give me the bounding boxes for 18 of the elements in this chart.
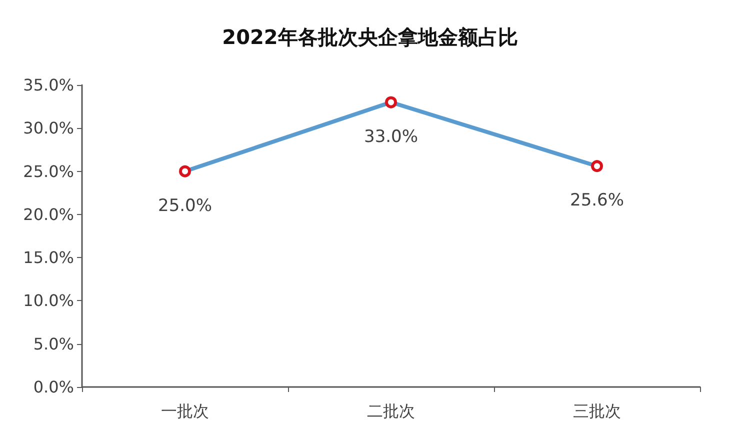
point <box>179 165 191 178</box>
y-tick-label: 0.0% <box>33 378 74 396</box>
y-tick-label: 35.0% <box>23 76 74 94</box>
y-tick-label: 25.0% <box>23 162 74 181</box>
point <box>591 160 603 172</box>
x-tick-label: 三批次 <box>573 402 621 420</box>
y-tick-label: 30.0% <box>23 118 74 138</box>
text: 33.0% <box>364 126 418 147</box>
text: 25.6% <box>570 190 624 211</box>
x-tick-label: 二批次 <box>367 402 415 420</box>
y-tick-label: 5.0% <box>33 334 74 354</box>
y-tick-label: 20.0% <box>23 204 74 224</box>
y-tick-label: 15.0% <box>23 248 74 268</box>
text: 25.0% <box>158 196 212 216</box>
x-tick-label: 一批次 <box>161 402 209 420</box>
chart-title: 2022年各批次央企拿地金额占比 <box>222 25 518 49</box>
point <box>385 96 397 108</box>
y-tick-label: 10.0% <box>23 291 74 310</box>
